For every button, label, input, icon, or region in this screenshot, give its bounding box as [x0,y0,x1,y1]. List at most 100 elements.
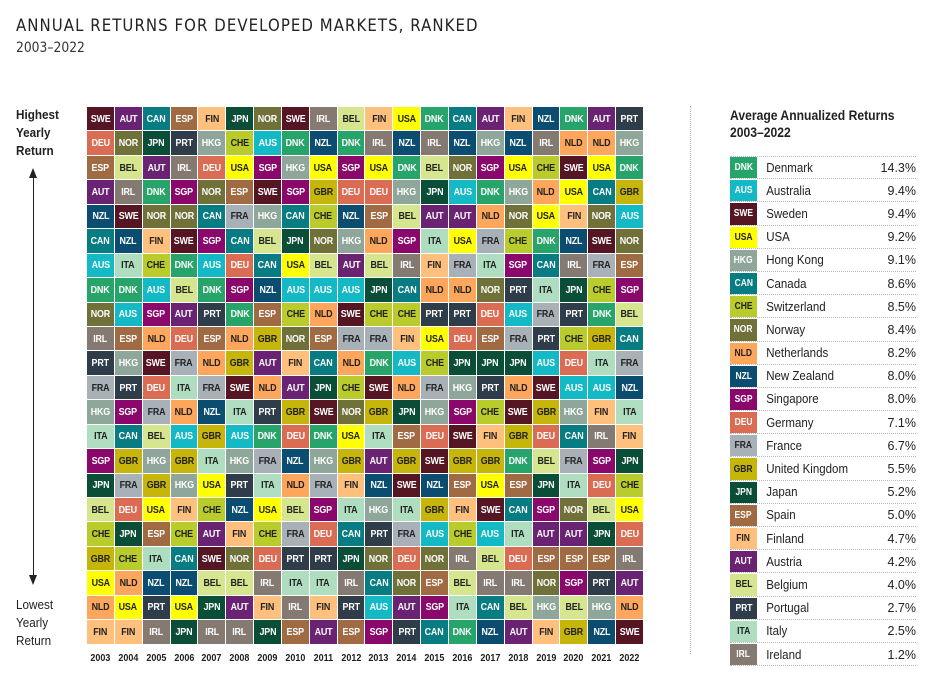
grid-cell-esp: ESP [198,326,226,351]
grid-cell-che: CHE [309,204,337,229]
average-return-value: 7.1% [887,415,917,430]
grid-cell-deu: DEU [337,180,365,204]
average-return-value: 8.6% [887,276,917,291]
grid-cell-prt: PRT [87,351,114,375]
grid-cell-swe: SWE [616,620,643,644]
country-code-swatch: GBR [730,458,757,480]
grid-cell-usa: USA [309,155,337,180]
grid-cell-usa: USA [87,571,114,595]
grid-cell-che: CHE [87,522,114,546]
grid-cell-nor: NOR [198,180,226,204]
grid-cell-gbr: GBR [421,498,448,522]
grid-cell-hkg: HKG [198,131,226,155]
grid-cell-esp: ESP [476,326,504,351]
country-code-swatch: ITA [730,620,757,642]
grid-cell-nor: NOR [393,571,421,595]
year-label: 2021 [591,653,612,664]
legend-row: NOR Norway 8.4% [730,319,916,342]
grid-cell-usa: USA [532,204,560,229]
grid-cell-nzl: NZL [365,473,393,497]
grid-cell-irl: IRL [254,571,281,595]
grid-cell-bel: BEL [170,278,198,302]
grid-cell-esp: ESP [226,180,254,204]
grid-cell-esp: ESP [254,302,281,326]
grid-cell-nld: NLD [254,375,281,400]
grid-cell-hkg: HKG [142,449,170,473]
grid-cell-nor: NOR [281,326,309,351]
grid-cell-aut: AUT [114,107,142,131]
grid-cell-nor: NOR [448,155,476,180]
grid-cell-nld: NLD [87,595,114,620]
grid-cell-prt: PRT [198,302,226,326]
grid-cell-dnk: DNK [476,180,504,204]
grid-cell-usa: USA [142,498,170,522]
grid-cell-ita: ITA [170,375,198,400]
grid-cell-aut: AUT [476,107,504,131]
grid-cell-deu: DEU [365,180,393,204]
grid-cell-fra: FRA [476,229,504,253]
grid-cell-nld: NLD [532,180,560,204]
grid-cell-nld: NLD [365,229,393,253]
grid-cell-gbr: GBR [476,449,504,473]
grid-cell-dnk: DNK [560,107,588,131]
country-name: United Kingdom [766,462,849,477]
grid-cell-gbr: GBR [198,424,226,449]
grid-cell-hkg: HKG [337,229,365,253]
grid-cell-irl: IRL [198,620,226,644]
grid-cell-deu: DEU [560,351,588,375]
grid-cell-fin: FIN [560,204,588,229]
grid-cell-prt: PRT [142,595,170,620]
year-label: 2020 [563,653,584,664]
grid-cell-aut: AUT [170,302,198,326]
year-label: 2010 [285,653,306,664]
grid-cell-fra: FRA [616,351,643,375]
grid-cell-irl: IRL [226,620,254,644]
grid-cell-fin: FIN [588,400,616,424]
grid-cell-nzl: NZL [309,131,337,155]
grid-cell-bel: BEL [476,546,504,571]
grid-cell-nor: NOR [616,229,643,253]
grid-cell-nor: NOR [226,546,254,571]
grid-cell-fin: FIN [142,229,170,253]
grid-cell-fra: FRA [87,375,114,400]
grid-cell-gbr: GBR [281,400,309,424]
grid-cell-can: CAN [226,229,254,253]
grid-cell-bel: BEL [393,204,421,229]
grid-cell-nzl: NZL [476,620,504,644]
grid-cell-swe: SWE [142,351,170,375]
country-code-swatch: AUT [730,551,757,573]
average-return-value: 9.4% [887,206,917,221]
legend-row: SGP Singapore 8.0% [730,388,916,412]
grid-cell-ita: ITA [421,229,448,253]
grid-cell-aus: AUS [87,253,114,278]
grid-cell-aus: AUS [365,595,393,620]
grid-cell-irl: IRL [504,571,532,595]
grid-cell-aut: AUT [560,522,588,546]
grid-cell-aut: AUT [448,204,476,229]
grid-cell-jpn: JPN [114,522,142,546]
grid-cell-hkg: HKG [476,131,504,155]
grid-cell-nzl: NZL [281,449,309,473]
grid-cell-ita: ITA [393,498,421,522]
grid-cell-nld: NLD [281,473,309,497]
country-code-swatch: IRL [730,643,757,666]
grid-cell-nor: NOR [87,302,114,326]
grid-cell-fin: FIN [281,351,309,375]
grid-cell-fin: FIN [198,107,226,131]
grid-cell-ita: ITA [588,351,616,375]
grid-cell-gbr: GBR [309,180,337,204]
grid-cell-nor: NOR [560,498,588,522]
grid-cell-jpn: JPN [448,351,476,375]
grid-cell-nzl: NZL [421,473,448,497]
grid-cell-fin: FIN [393,326,421,351]
average-return-value: 8.2% [887,346,917,361]
grid-cell-can: CAN [198,204,226,229]
grid-cell-fin: FIN [448,498,476,522]
legend-row: GBR United Kingdom 5.5% [730,458,916,481]
grid-cell-can: CAN [309,351,337,375]
grid-cell-bel: BEL [588,498,616,522]
grid-cell-fin: FIN [309,595,337,620]
grid-cell-fra: FRA [226,204,254,229]
grid-cell-sgp: SGP [309,498,337,522]
legend-row: USA USA 9.2% [730,226,916,249]
